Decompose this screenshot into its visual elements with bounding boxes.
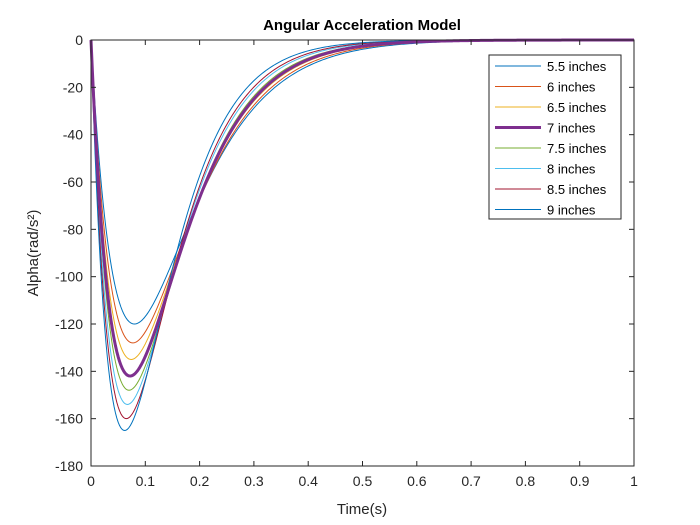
x-tick-label: 0.5 [353, 473, 373, 489]
x-tick-label: 0.4 [298, 473, 318, 489]
legend-entry-label: 6.5 inches [547, 100, 607, 115]
x-axis-title: Time(s) [337, 501, 387, 518]
x-tick-label: 0.7 [461, 473, 481, 489]
legend-entry-label: 7.5 inches [547, 141, 607, 156]
legend-entry-label: 8 inches [547, 162, 596, 177]
x-tick-label: 0 [87, 473, 95, 489]
legend-box [488, 54, 622, 220]
chart-title: Angular Acceleration Model [263, 17, 461, 34]
x-tick-label: 0.2 [190, 473, 210, 489]
x-tick-label: 0.8 [516, 473, 536, 489]
y-tick-label: -20 [63, 79, 83, 95]
x-tick-label: 0.6 [407, 473, 427, 489]
legend-entry-label: 5.5 inches [547, 59, 607, 74]
x-tick-label: 0.1 [136, 473, 156, 489]
legend-entry-label: 7 inches [547, 121, 596, 136]
y-tick-label: -100 [55, 269, 83, 285]
y-tick-label: -60 [63, 174, 83, 190]
legend: 5.5 inches 6 inches 6.5 inches 7 inches 7.5 … [488, 54, 622, 220]
y-tick-label: -120 [55, 316, 83, 332]
legend-entry-label: 6 inches [547, 80, 596, 95]
x-tick-label: 0.3 [244, 473, 264, 489]
legend-entry-label: 8.5 inches [547, 182, 607, 197]
legend-entry-label: 9 inches [547, 203, 596, 218]
x-tick-label: 0.9 [570, 473, 590, 489]
y-tick-label: 0 [75, 32, 83, 48]
y-tick-label: -160 [55, 411, 83, 427]
axes: 0 0.1 0.2 0.3 0.4 0.5 0.6 0.7 0.8 0.9 1 0 -20 -40 -60 -… [55, 32, 638, 489]
x-tick-label: 1 [630, 473, 638, 489]
y-axis-title: Alpha(rad/s²) [25, 210, 42, 297]
y-tick-label: -180 [55, 458, 83, 474]
y-tick-label: -80 [63, 221, 83, 237]
y-tick-label: -40 [63, 127, 83, 143]
y-tick-label: -140 [55, 363, 83, 379]
